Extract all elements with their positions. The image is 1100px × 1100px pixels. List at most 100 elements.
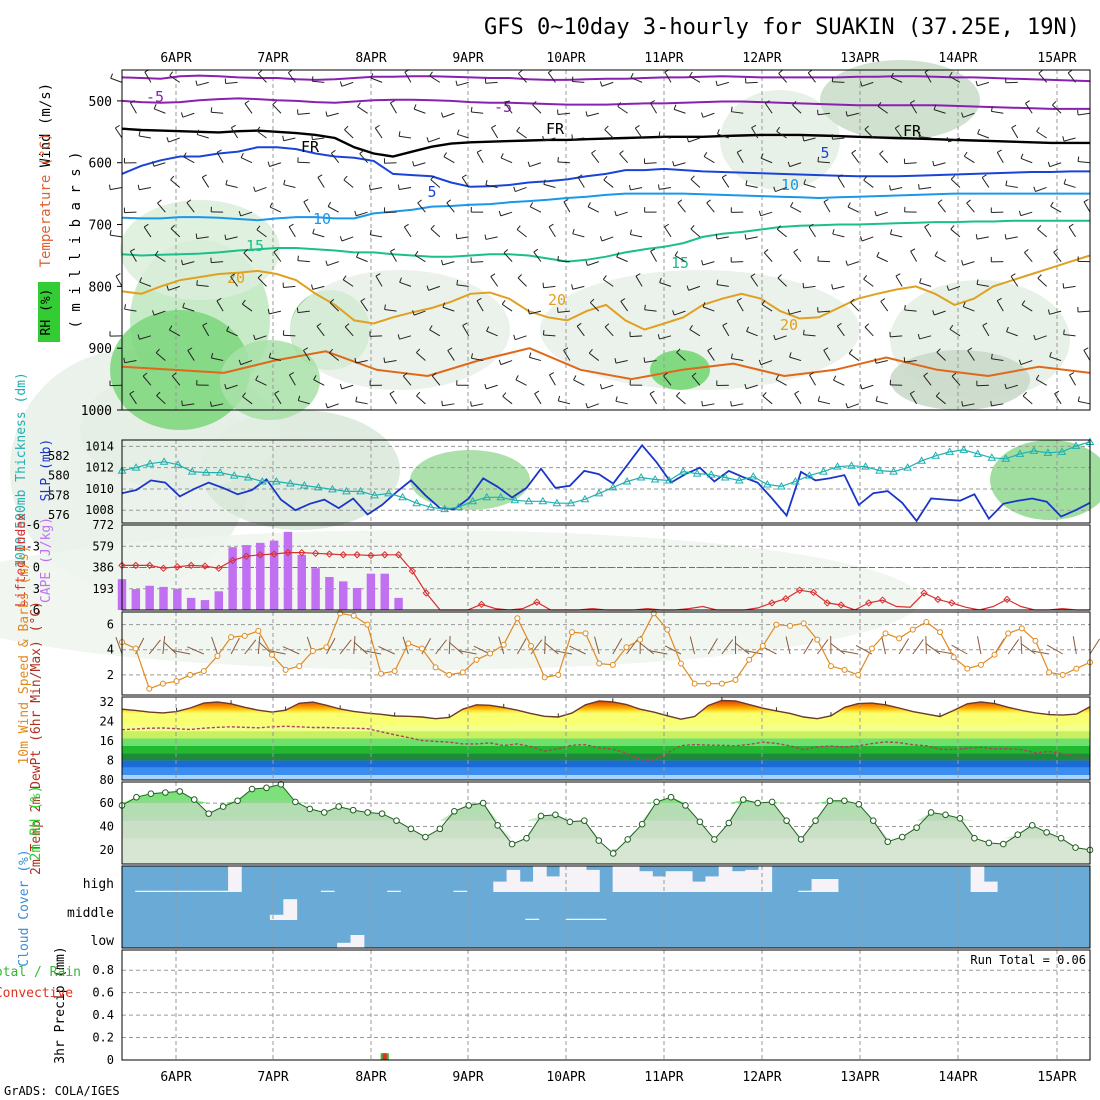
wind-barb-flag <box>880 298 886 302</box>
wind-barb <box>197 134 209 139</box>
li-marker <box>173 563 182 571</box>
wind-barb-flag <box>397 334 400 340</box>
wind-barb <box>1038 72 1048 83</box>
wind-barb <box>923 375 932 386</box>
wind-barb-flag <box>848 349 853 354</box>
wind-barb-flag <box>744 383 747 389</box>
wind-barb <box>1024 252 1033 262</box>
wind-speed-marker <box>364 621 371 628</box>
wind-barb <box>456 284 469 287</box>
wind-barb-flag <box>412 310 415 316</box>
wind-barb-flag <box>845 111 848 117</box>
wind-barb <box>601 384 614 390</box>
wind-barb-flag <box>615 396 618 402</box>
rh-marker <box>1028 822 1036 829</box>
wind-barb <box>428 285 441 291</box>
wind-barb <box>991 358 1004 362</box>
wind-barb <box>587 206 600 213</box>
wind-barb-flag <box>476 297 482 302</box>
wind-barb <box>778 73 787 83</box>
wind-barb-flag <box>659 277 662 283</box>
wind-barb-10m <box>925 635 927 655</box>
wind-barb-flag <box>919 277 922 284</box>
wind-barb-flag <box>312 228 315 234</box>
wind-barb-flag <box>152 310 155 316</box>
wind-barb-flag <box>368 184 371 190</box>
wind-barb <box>317 177 325 188</box>
wind-barb-flag <box>1021 300 1026 305</box>
wind-barb-10m <box>353 641 368 655</box>
wind-barb <box>1020 360 1033 366</box>
rh-line <box>121 783 1091 855</box>
wind-barb-flag <box>1004 383 1007 389</box>
wind-barb <box>341 236 354 242</box>
rh-marker <box>884 838 892 846</box>
wind-barb <box>996 300 1004 312</box>
li-marker <box>422 589 430 597</box>
precip-tick-label: 0.4 <box>92 1008 114 1022</box>
wind-barb-flag <box>803 179 806 185</box>
wind-barb <box>110 234 123 238</box>
precip-tick-label: 0.2 <box>92 1031 114 1045</box>
slp-tick-label: 1012 <box>85 461 114 475</box>
rh-tick-label: 60 <box>100 796 114 810</box>
wind-barb-flag <box>269 202 273 208</box>
wind-barb <box>775 186 787 193</box>
wind-barb-flag <box>527 309 530 315</box>
wind-barb <box>894 127 903 139</box>
slp-tick-label: 1008 <box>85 503 114 517</box>
wind-barb <box>664 226 672 238</box>
li-marker <box>367 551 375 560</box>
thickness-marker <box>1001 454 1011 462</box>
li-marker <box>934 595 942 604</box>
thickness-marker <box>384 488 393 497</box>
cloud-cell <box>731 871 746 892</box>
wind-barb-flag <box>689 71 693 77</box>
wind-barb <box>803 285 816 289</box>
cape-bar <box>200 600 210 610</box>
cloud-cell <box>572 866 587 892</box>
wind-barb-flag <box>910 248 916 252</box>
wind-barb-flag <box>130 248 135 252</box>
wind-barb <box>515 379 527 386</box>
wind-barb <box>529 356 542 362</box>
wind-barb-flag <box>604 125 609 130</box>
wind-barb-flag <box>181 400 183 406</box>
wind-barb <box>240 157 253 164</box>
thickness-marker <box>608 482 618 491</box>
rh-shading <box>820 60 980 140</box>
precip-tick-label: 0 <box>107 1053 114 1067</box>
wind-barb <box>836 325 845 337</box>
wind-barb-flag <box>253 334 256 340</box>
wind-barb <box>471 403 484 407</box>
thickness-marker <box>875 466 884 474</box>
wind-barb-flag <box>124 304 127 310</box>
thickness-marker <box>805 471 814 479</box>
wind-barb-flag <box>137 334 140 340</box>
li-tick-label: -6 <box>26 518 40 532</box>
wind-barb <box>143 226 152 238</box>
wind-barb <box>288 374 296 386</box>
wind-barb <box>677 202 686 213</box>
wind-barb <box>442 306 455 312</box>
cape-bar <box>339 581 348 610</box>
wind-barb <box>1037 228 1047 238</box>
wind-barb-flag <box>918 184 920 190</box>
wind-barb <box>850 302 860 312</box>
wind-barb <box>157 202 166 213</box>
wind-barb-flag <box>268 352 272 358</box>
wind-barb <box>764 103 773 114</box>
thickness-marker <box>847 461 856 469</box>
wind-barb-flag <box>429 71 433 77</box>
rh-marker <box>234 797 241 805</box>
wind-barb <box>1005 236 1018 240</box>
wind-barb-flag <box>990 400 992 406</box>
wind-barb-flag <box>761 300 766 305</box>
wind-barb <box>676 395 686 405</box>
wind-barb <box>962 403 975 407</box>
rh-shading <box>720 90 840 190</box>
wind-speed-marker <box>159 680 166 687</box>
wind-barb <box>402 375 412 386</box>
pressure-axis-label: ( m i l l i b a r s ) <box>68 151 84 328</box>
wind-barb <box>577 176 585 188</box>
